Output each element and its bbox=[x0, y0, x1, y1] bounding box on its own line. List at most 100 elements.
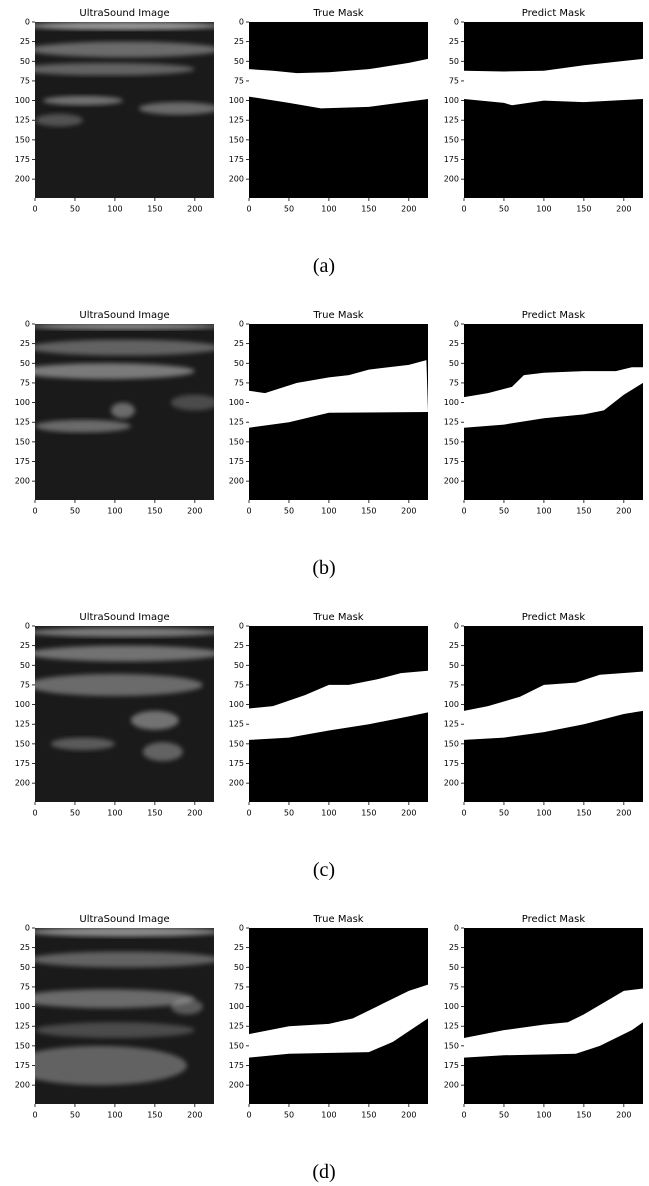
x-tick-label: 0 bbox=[461, 1111, 466, 1120]
y-tick-label: 50 bbox=[20, 661, 30, 670]
y-tick-label: 100 bbox=[444, 700, 459, 709]
y-tick-label: 175 bbox=[229, 759, 244, 768]
x-tick-label: 200 bbox=[401, 507, 416, 516]
y-tick-label: 200 bbox=[444, 1081, 459, 1090]
panel: True Mask 0 50 100 150 200 0 25 50 75 100 125 150 175… bbox=[229, 914, 428, 1120]
x-tick-label: 0 bbox=[32, 507, 37, 516]
mask-image bbox=[464, 22, 643, 198]
y-tick-label: 125 bbox=[229, 116, 244, 125]
y-tick-label: 25 bbox=[449, 37, 459, 46]
y-tick-label: 150 bbox=[444, 739, 459, 748]
mask-region bbox=[464, 988, 643, 1058]
panel-title: Predict Mask bbox=[522, 612, 586, 623]
x-tick-label: 0 bbox=[246, 809, 251, 818]
tissue-band bbox=[35, 339, 214, 356]
panel: Predict Mask 0 50 100 150 200 0 25 50 75 100 125 150… bbox=[444, 612, 643, 818]
y-tick-label: 150 bbox=[15, 1041, 30, 1050]
tissue-band bbox=[35, 113, 83, 127]
tissue-band bbox=[35, 627, 214, 637]
y-tick-label: 125 bbox=[15, 720, 30, 729]
y-tick-label: 125 bbox=[444, 418, 459, 427]
image-background bbox=[249, 22, 428, 198]
panel-title: True Mask bbox=[312, 8, 363, 19]
y-tick-label: 0 bbox=[239, 320, 244, 329]
panel: UltraSound Image 0 50 100 150 200 0 25 50 75 100 12… bbox=[15, 8, 214, 214]
tissue-band bbox=[35, 951, 214, 968]
y-tick-label: 50 bbox=[234, 359, 244, 368]
y-tick-label: 175 bbox=[229, 1061, 244, 1070]
y-tick-label: 175 bbox=[15, 155, 30, 164]
x-tick-label: 150 bbox=[147, 1111, 162, 1120]
x-tick-label: 0 bbox=[461, 205, 466, 214]
mask-region bbox=[464, 367, 643, 428]
panel-title: Predict Mask bbox=[522, 310, 586, 321]
y-tick-label: 175 bbox=[229, 457, 244, 466]
x-tick-label: 200 bbox=[616, 809, 631, 818]
y-tick-label: 0 bbox=[454, 18, 459, 27]
mask-region bbox=[249, 360, 428, 428]
y-tick-label: 75 bbox=[234, 378, 244, 387]
panel: True Mask 0 50 100 150 200 0 25 50 75 100 125 150 175… bbox=[229, 8, 428, 214]
x-tick-label: 150 bbox=[576, 1111, 591, 1120]
x-tick-label: 150 bbox=[147, 507, 162, 516]
y-tick-label: 150 bbox=[444, 1041, 459, 1050]
y-tick-label: 200 bbox=[229, 175, 244, 184]
tissue-band bbox=[170, 998, 203, 1015]
y-tick-label: 25 bbox=[234, 641, 244, 650]
y-tick-label: 25 bbox=[234, 943, 244, 952]
tissue-band bbox=[35, 645, 214, 662]
x-tick-label: 50 bbox=[499, 809, 509, 818]
x-tick-label: 100 bbox=[536, 809, 551, 818]
panel-title: True Mask bbox=[312, 612, 363, 623]
y-tick-label: 0 bbox=[454, 924, 459, 933]
x-tick-label: 50 bbox=[284, 809, 294, 818]
x-tick-label: 100 bbox=[107, 809, 122, 818]
mask-image bbox=[249, 324, 428, 500]
y-tick-label: 175 bbox=[15, 759, 30, 768]
x-tick-label: 0 bbox=[32, 1111, 37, 1120]
image-background bbox=[464, 22, 643, 198]
x-tick-label: 50 bbox=[284, 1111, 294, 1120]
tissue-band bbox=[35, 324, 214, 330]
y-tick-label: 50 bbox=[449, 359, 459, 368]
row-caption: (a) bbox=[313, 255, 335, 277]
x-tick-label: 150 bbox=[361, 1111, 376, 1120]
y-tick-label: 200 bbox=[229, 779, 244, 788]
mask-region bbox=[249, 984, 428, 1058]
panel-title: UltraSound Image bbox=[79, 914, 169, 925]
panel-title: UltraSound Image bbox=[79, 8, 169, 19]
panel-title: Predict Mask bbox=[522, 914, 586, 925]
y-tick-label: 75 bbox=[449, 680, 459, 689]
x-tick-label: 50 bbox=[284, 507, 294, 516]
panel-title: UltraSound Image bbox=[79, 310, 169, 321]
y-tick-label: 25 bbox=[449, 641, 459, 650]
y-tick-label: 50 bbox=[20, 963, 30, 972]
mask-image bbox=[249, 22, 428, 198]
ultrasound-image bbox=[35, 324, 214, 500]
y-tick-label: 175 bbox=[444, 1061, 459, 1070]
ultrasound-image bbox=[35, 626, 214, 802]
x-tick-label: 50 bbox=[499, 507, 509, 516]
mask-image bbox=[464, 928, 643, 1104]
y-tick-label: 75 bbox=[234, 76, 244, 85]
x-tick-label: 0 bbox=[246, 507, 251, 516]
y-tick-label: 175 bbox=[229, 155, 244, 164]
x-tick-label: 100 bbox=[321, 1111, 336, 1120]
y-tick-label: 0 bbox=[239, 18, 244, 27]
y-tick-label: 50 bbox=[234, 57, 244, 66]
mask-image bbox=[249, 626, 428, 802]
x-tick-label: 150 bbox=[361, 809, 376, 818]
y-tick-label: 200 bbox=[15, 175, 30, 184]
y-tick-label: 25 bbox=[449, 943, 459, 952]
x-tick-label: 150 bbox=[576, 507, 591, 516]
panel: UltraSound Image 0 50 100 150 200 0 25 50 75 100 12… bbox=[15, 310, 214, 516]
y-tick-label: 125 bbox=[229, 1022, 244, 1031]
tissue-band bbox=[35, 989, 195, 1009]
x-tick-label: 100 bbox=[107, 1111, 122, 1120]
x-tick-label: 0 bbox=[461, 809, 466, 818]
tissue-band bbox=[170, 394, 214, 411]
panel-title: UltraSound Image bbox=[79, 612, 169, 623]
y-tick-label: 25 bbox=[234, 37, 244, 46]
y-tick-label: 75 bbox=[20, 76, 30, 85]
y-tick-label: 150 bbox=[229, 135, 244, 144]
